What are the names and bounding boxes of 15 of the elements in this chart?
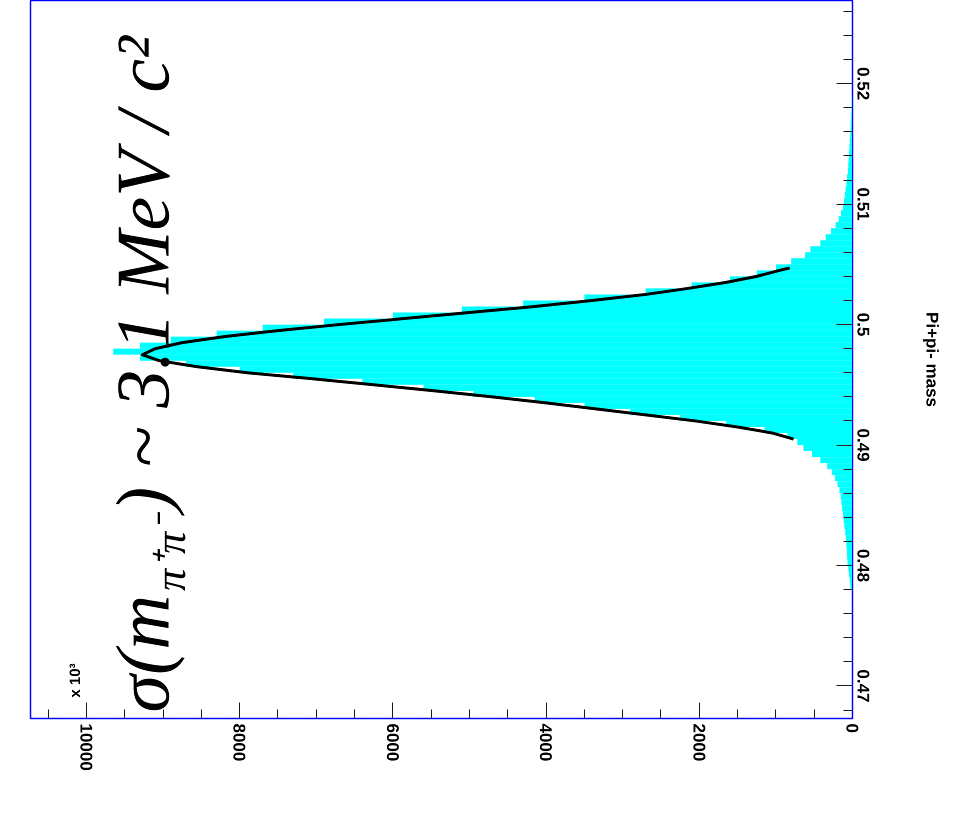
- y-tick-label: 0.52: [854, 67, 872, 100]
- y-tick-label: 0.47: [854, 669, 872, 703]
- annotation: x 10³: [67, 663, 84, 698]
- y-tick-label: 0.5: [854, 312, 872, 336]
- x-tick-label: 8000: [230, 724, 249, 762]
- x-tick-label: 6000: [382, 724, 402, 762]
- x-tick-label: 2000: [689, 724, 708, 762]
- x-tick-label: 10000: [76, 724, 96, 771]
- x-tick-label: 0: [842, 724, 862, 733]
- text: σ(mπ⁺π⁻) ~ 3.1 MeV / c²: [102, 34, 195, 712]
- y-tick-label: 0.48: [854, 548, 872, 582]
- y-tick-label: 0.49: [854, 428, 872, 462]
- y-tick-label: 0.51: [854, 188, 872, 221]
- y-axis-title: Pi+pi- mass: [922, 312, 942, 407]
- x-tick-label: 4000: [536, 724, 556, 762]
